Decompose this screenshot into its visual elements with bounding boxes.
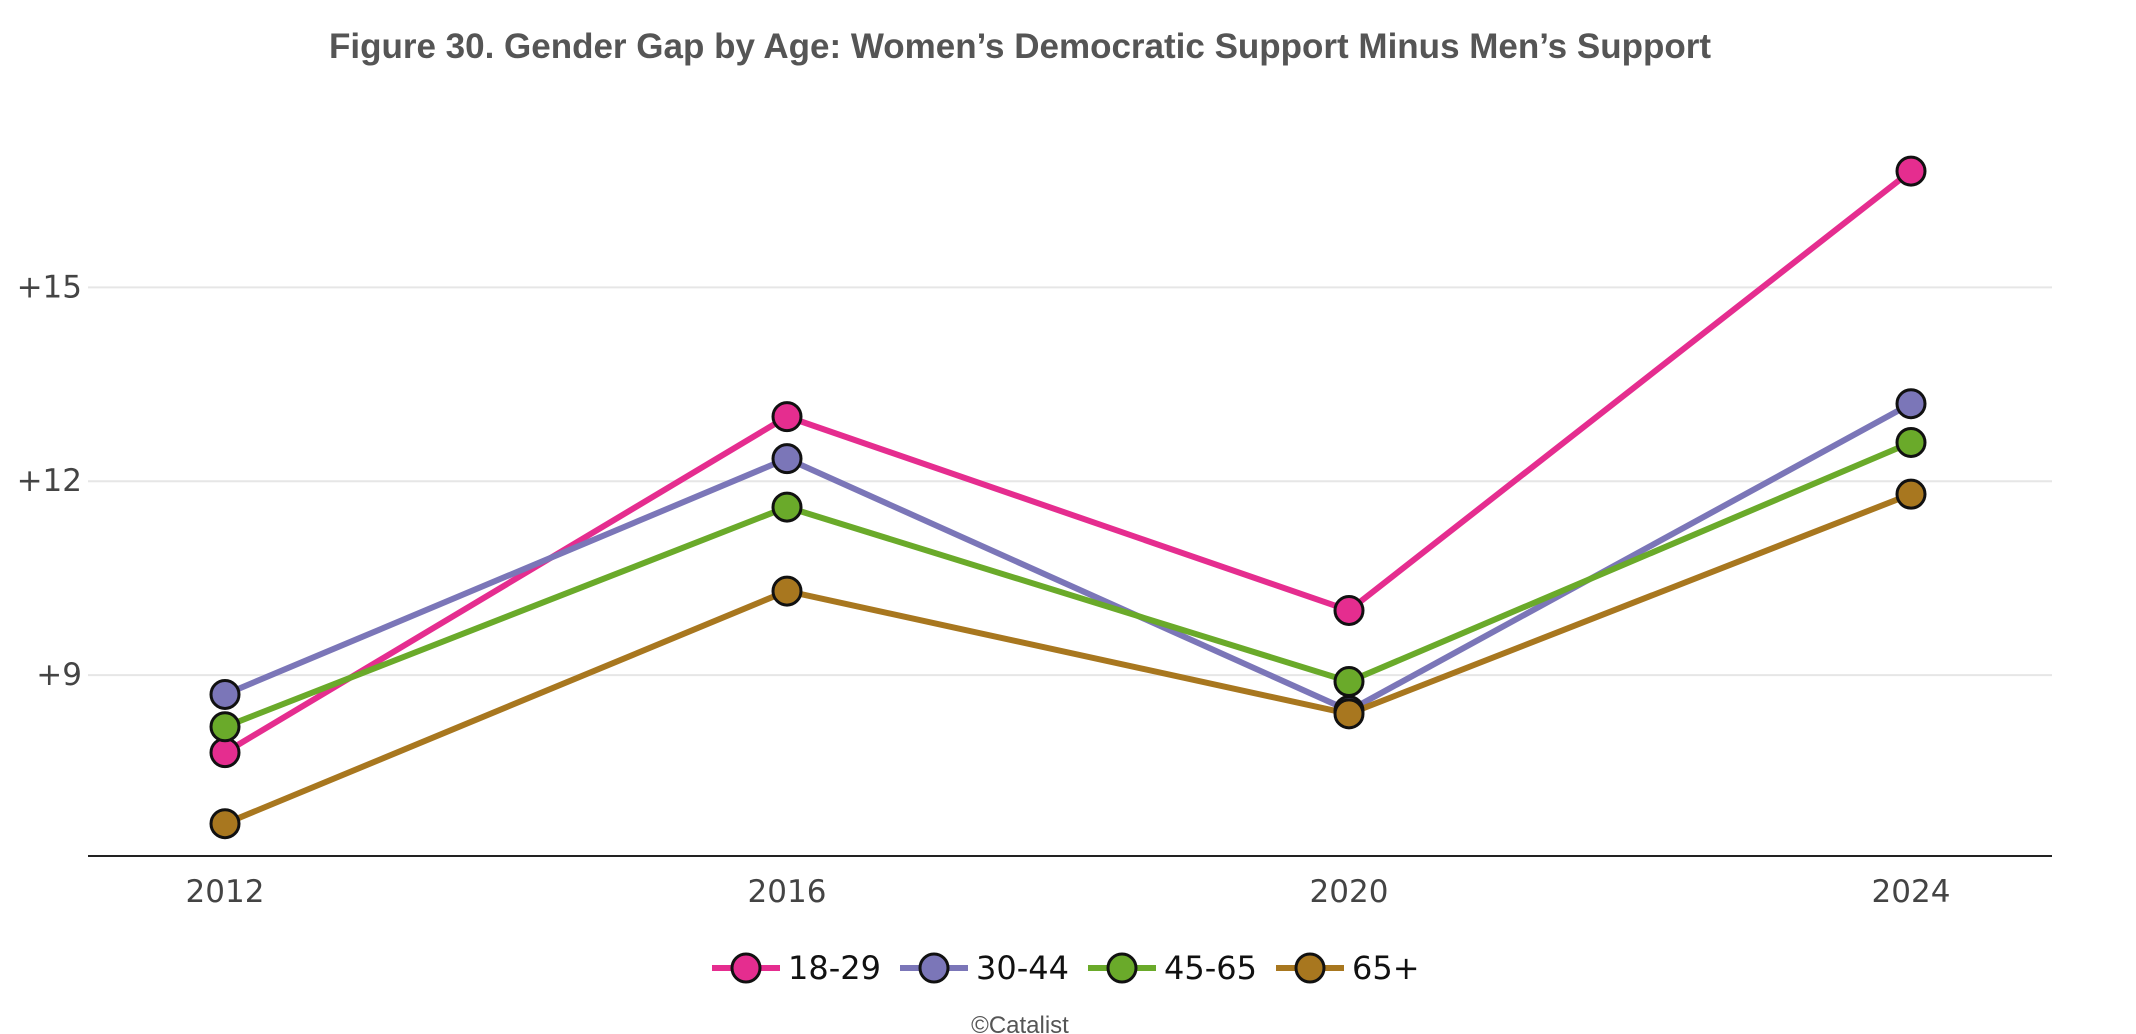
series-line-18-29 (222, 168, 1914, 756)
legend-label: 65+ (1352, 949, 1420, 987)
data-point-45-65[interactable] (771, 491, 803, 523)
legend-marker (730, 952, 762, 984)
data-point-18-29[interactable] (1333, 594, 1365, 626)
legend-marker (918, 952, 950, 984)
x-axis-ticks: 2012 2016 2020 2024 (186, 874, 1951, 910)
legend-item[interactable]: 18-29 (712, 949, 881, 987)
data-point-30-44[interactable] (771, 443, 803, 475)
y-tick-label: +15 (17, 269, 82, 305)
data-point-45-65[interactable] (1333, 666, 1365, 698)
data-point-65+[interactable] (1333, 698, 1365, 730)
x-tick-label: 2016 (748, 874, 827, 910)
data-point-45-65[interactable] (1895, 426, 1927, 458)
data-point-45-65[interactable] (209, 711, 241, 743)
x-tick-label: 2024 (1872, 874, 1951, 910)
series-lines (222, 168, 1914, 827)
data-point-65+[interactable] (1895, 478, 1927, 510)
legend-label: 18-29 (788, 949, 881, 987)
data-point-65+[interactable] (209, 808, 241, 840)
legend-marker (1294, 952, 1326, 984)
series-line-65+ (222, 491, 1914, 827)
gridlines (88, 286, 2052, 677)
x-tick-label: 2012 (186, 874, 265, 910)
credit-label: ©Catalist (971, 1012, 1069, 1034)
data-point-18-29[interactable] (771, 401, 803, 433)
x-tick-label: 2020 (1310, 874, 1389, 910)
data-point-18-29[interactable] (1895, 155, 1927, 187)
legend-label: 30-44 (976, 949, 1069, 987)
series-points (209, 155, 1927, 840)
legend-label: 45-65 (1164, 949, 1257, 987)
data-point-30-44[interactable] (209, 678, 241, 710)
y-axis-ticks: +9 +12 +15 (17, 269, 82, 693)
legend-item[interactable]: 45-65 (1088, 949, 1257, 987)
data-point-18-29[interactable] (209, 737, 241, 769)
y-tick-label: +12 (17, 463, 82, 499)
y-tick-label: +9 (36, 657, 82, 693)
legend: 18-29 30-44 45-65 65+ (712, 949, 1420, 987)
series-line-45-65 (222, 439, 1914, 730)
legend-marker (1106, 952, 1138, 984)
chart-title: Figure 30. Gender Gap by Age: Women’s De… (329, 27, 1711, 66)
series-line-30-44 (222, 400, 1914, 714)
data-point-30-44[interactable] (1895, 388, 1927, 420)
legend-item[interactable]: 65+ (1276, 949, 1420, 987)
legend-item[interactable]: 30-44 (900, 949, 1069, 987)
data-point-65+[interactable] (771, 575, 803, 607)
